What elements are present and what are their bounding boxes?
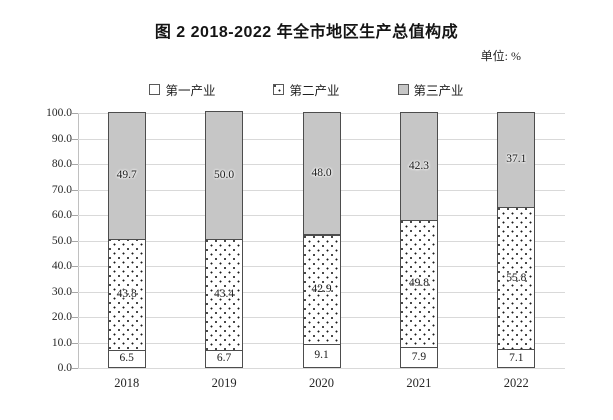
stacked-bar-2018: 6.5 43.8 49.7	[107, 112, 146, 368]
unit-label: 单位: %	[480, 49, 521, 63]
bar-segment-第二产业: 49.8	[399, 220, 438, 348]
y-tick-label: 70.0	[51, 183, 72, 196]
y-tick-label: 80.0	[51, 158, 72, 170]
stacked-bar-2020: 9.1 42.9 48.0	[302, 112, 341, 368]
y-tick-mark	[72, 342, 78, 344]
y-tick-mark	[72, 317, 78, 318]
y-tick-mark	[72, 113, 78, 114]
y-tick-label: 30.0	[51, 285, 72, 298]
stacked-bar-2022: 7.1 55.8 37.1	[497, 112, 536, 368]
value-label: 49.8	[408, 277, 429, 290]
bar-segment-第三产业: 42.3	[399, 112, 438, 221]
y-tick-label: 60.0	[51, 209, 72, 221]
y-tick-label: 10.0	[51, 336, 72, 349]
legend-label: 第二产业	[289, 84, 340, 98]
bar-segment-第二产业: 55.8	[497, 207, 536, 350]
legend-item-1: 第一产业	[149, 80, 215, 99]
stacked-bar-2021: 7.9 49.8 42.3	[399, 112, 438, 368]
bar-segment-第三产业: 50.0	[205, 111, 244, 240]
y-tick-label: 90.0	[51, 132, 72, 145]
y-tick-label: 50.0	[51, 234, 72, 247]
bar-segment-第二产业: 43.8	[107, 238, 146, 351]
value-label: 43.8	[116, 287, 137, 300]
bar-segment-第一产业: 7.1	[497, 349, 536, 368]
x-tick-label: 2022	[503, 376, 529, 390]
y-tick-mark	[72, 215, 78, 216]
value-label: 42.9	[311, 283, 332, 296]
value-label: 7.9	[411, 350, 427, 363]
bar-segment-第一产业: 6.7	[205, 350, 244, 368]
bar-segment-第三产业: 48.0	[302, 112, 341, 235]
stacked-bar-2019: 6.7 43.4 50.0	[205, 111, 244, 368]
value-label: 37.1	[506, 153, 527, 166]
x-tick-label: 2019	[211, 376, 237, 390]
y-tick-mark	[72, 291, 78, 293]
bar-segment-第二产业: 43.4	[205, 239, 244, 351]
y-tick-label: 20.0	[51, 311, 72, 323]
value-label: 9.1	[314, 349, 329, 362]
legend-swatch-icon	[273, 84, 285, 95]
y-tick-mark	[72, 266, 78, 267]
bar-segment-第二产业: 42.9	[302, 235, 341, 345]
y-tick-mark	[72, 368, 78, 369]
y-tick-mark	[72, 189, 78, 191]
y-tick-mark	[72, 240, 78, 242]
bar-segment-第一产业: 9.1	[302, 344, 341, 368]
x-tick-label: 2020	[309, 376, 334, 390]
y-tick-mark	[72, 138, 78, 140]
chart-title: 图 2 2018-2022 年全市地区生产总值构成	[154, 24, 459, 41]
value-label: 48.0	[311, 166, 332, 179]
y-tick-label: 40.0	[51, 260, 72, 272]
bar-segment-第三产业: 49.7	[107, 112, 146, 240]
plot-area: 0.0 10.0 20.0 30.0 40.0 50.0 60.0 70.0 80.0 90.0 1…	[46, 107, 565, 390]
legend-item-3: 第三产业	[397, 80, 464, 99]
value-label: 55.8	[506, 271, 527, 284]
legend-label: 第一产业	[165, 84, 216, 98]
x-tick-label: 2018	[114, 376, 140, 390]
legend-swatch-icon	[397, 84, 409, 95]
value-label: 49.7	[116, 169, 137, 182]
y-tick-label: 100.0	[46, 107, 72, 119]
bar-segment-第三产业: 37.1	[497, 112, 536, 208]
value-label: 50.0	[214, 168, 235, 181]
legend-swatch-icon	[149, 84, 161, 95]
value-label: 43.4	[214, 288, 235, 301]
gridline	[78, 368, 565, 369]
x-tick-label: 2021	[406, 376, 432, 390]
value-label: 42.3	[408, 159, 429, 172]
bar-segment-第一产业: 6.5	[107, 350, 146, 368]
y-tick-label: 0.0	[57, 362, 72, 374]
bar-segment-第一产业: 7.9	[399, 347, 438, 368]
legend-item-2: 第二产业	[273, 80, 340, 99]
chart-legend: 第一产业 第二产业 第三产业	[0, 80, 613, 99]
value-label: 7.1	[509, 351, 524, 364]
value-label: 6.7	[216, 352, 232, 365]
value-label: 6.5	[119, 352, 134, 365]
y-tick-mark	[72, 164, 78, 165]
legend-label: 第三产业	[413, 84, 464, 98]
